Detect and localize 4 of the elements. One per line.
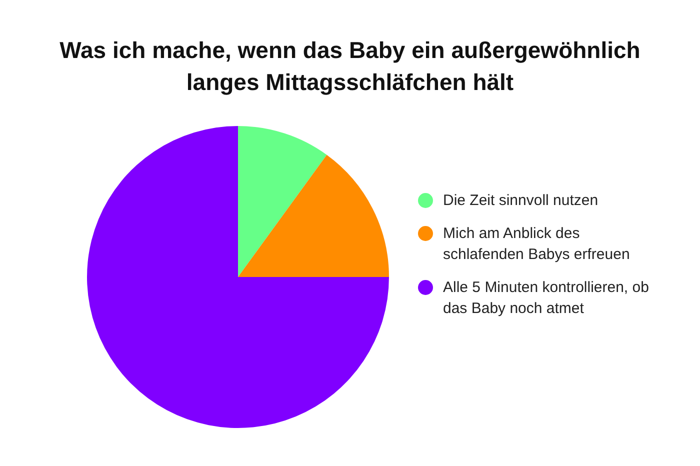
chart-title: Was ich mache, wenn das Baby ein außergewöhnlich langes Mittagsschläfchen hält [58, 36, 642, 97]
legend-label: Die Zeit sinnvoll nutzen [443, 191, 598, 211]
legend-label: Alle 5 Minuten kontrollieren, ob das Baby noch atmet [443, 278, 650, 319]
legend-label: Mich am Anblick des schlafenden Babys erfreuen [443, 224, 631, 265]
